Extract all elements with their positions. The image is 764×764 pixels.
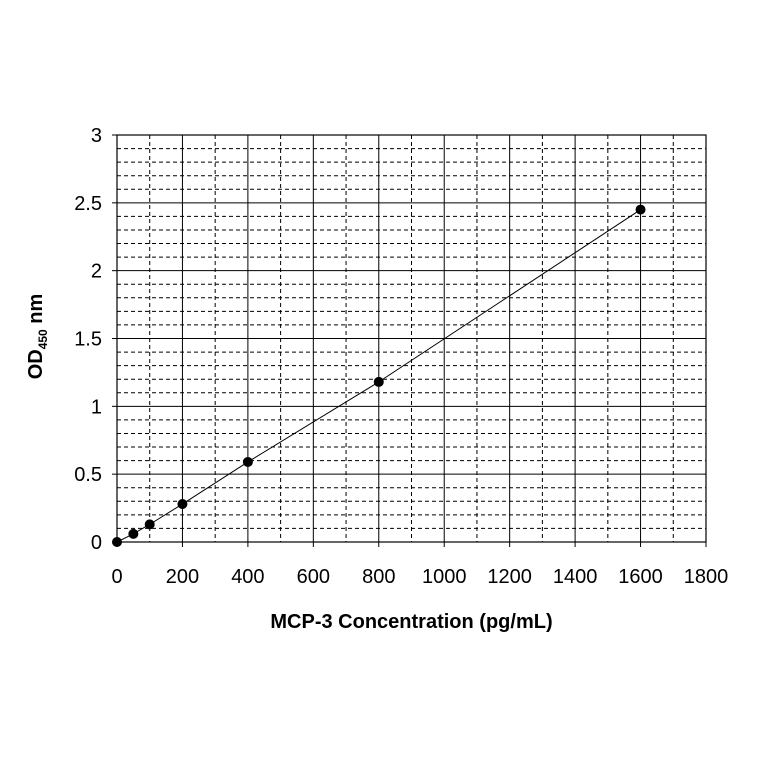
data-series	[112, 204, 646, 547]
data-point	[373, 376, 384, 387]
x-tick-label: 400	[231, 566, 264, 588]
x-axis-title: MCP-3 Concentration (pg/mL)	[270, 611, 552, 633]
y-tick-label: 3	[91, 125, 102, 147]
x-tick-label: 200	[166, 566, 199, 588]
data-point	[242, 456, 253, 467]
x-tick-label: 0	[111, 566, 122, 588]
x-tick-label: 1600	[618, 566, 663, 588]
y-tick-label: 2	[91, 261, 102, 283]
data-point	[177, 499, 188, 510]
data-point	[128, 528, 139, 539]
x-tick-label: 800	[362, 566, 395, 588]
y-axis-title-subscript: 450	[36, 329, 50, 349]
x-axis-tick-labels: 0 200 400 600 800 1000 1200 1400 1600 1800	[111, 542, 728, 588]
y-tick-label: 1.5	[74, 329, 102, 351]
y-axis-title: OD450 nm	[25, 294, 50, 380]
x-tick-label: 1000	[422, 566, 467, 588]
y-tick-label: 2.5	[74, 193, 102, 215]
x-tick-label: 1200	[487, 566, 532, 588]
y-axis-tick-labels: 0 0.5 1 1.5 2 2.5 3	[74, 125, 117, 554]
y-axis-title-main: OD	[25, 349, 47, 379]
y-axis-title-suffix: nm	[25, 294, 47, 330]
data-point	[112, 537, 122, 547]
x-tick-label: 1800	[684, 566, 729, 588]
y-tick-label: 0	[91, 532, 102, 554]
major-gridlines	[117, 135, 706, 542]
x-tick-label: 600	[297, 566, 330, 588]
y-tick-label: 1	[91, 396, 102, 418]
data-point	[144, 519, 155, 530]
data-point	[635, 204, 646, 215]
y-tick-label: 0.5	[74, 464, 102, 486]
x-tick-label: 1400	[553, 566, 598, 588]
